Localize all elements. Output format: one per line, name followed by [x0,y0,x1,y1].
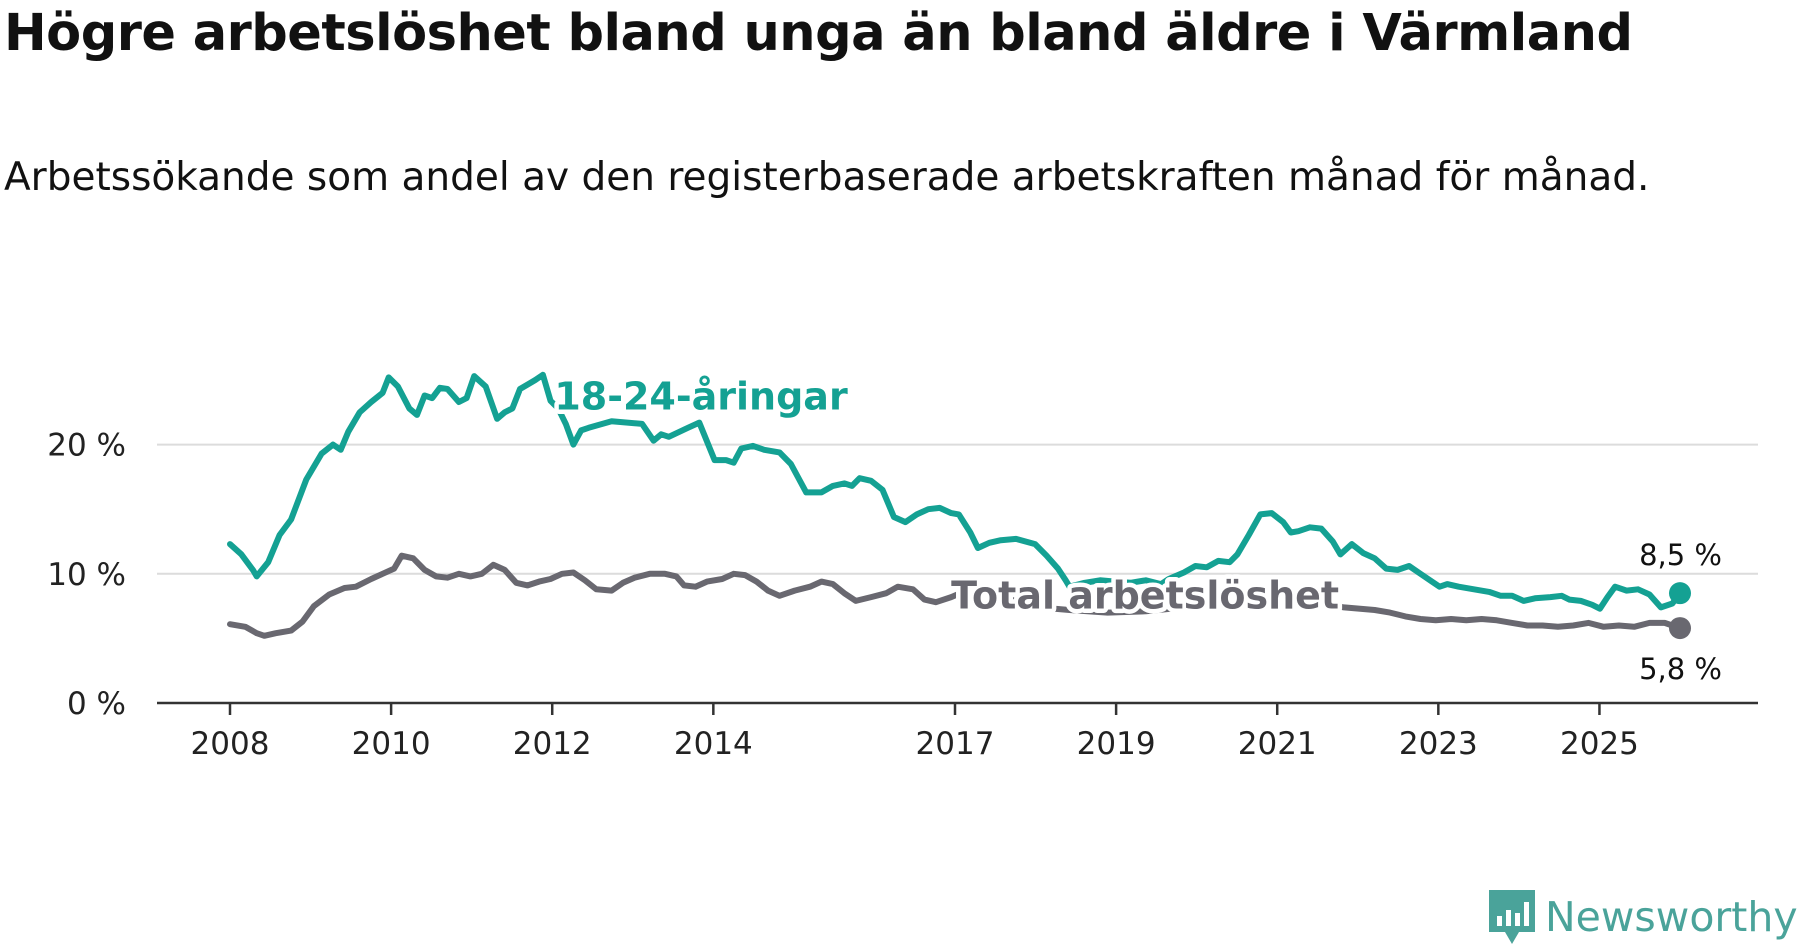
y-tick-label: 10 % [47,557,126,593]
series-lines [227,371,1683,639]
youth-series-label: 18-24-åringar [554,375,848,419]
gridlines [157,443,1758,575]
x-tick-label: 2021 [1238,726,1317,762]
x-tick-label: 2025 [1560,726,1639,762]
x-axis-ticks: 2008 2010 2012 2014 2017 2019 2021 2023 2025 [191,703,1639,762]
total-end-marker [1669,617,1691,640]
x-tick-label: 2019 [1077,726,1156,762]
youth-series-line [227,371,1683,612]
y-tick-label: 20 % [47,428,126,464]
newsworthy-logo-icon [1489,890,1535,944]
x-tick-label: 2012 [513,726,592,762]
newsworthy-logo-text: Newsworthy [1545,893,1798,941]
youth-end-marker [1669,582,1691,605]
x-tick-label: 2017 [916,726,995,762]
chart-subtitle: Arbetssökande som andel av den registerb… [4,155,1650,200]
end-markers: 8,5 % 5,8 % [1639,538,1722,686]
youth-end-value: 8,5 % [1639,538,1722,572]
total-series-line [227,552,1683,639]
x-tick-label: 2014 [674,726,753,762]
total-end-value: 5,8 % [1639,652,1722,686]
chart-title: Högre arbetslöshet bland unga än bland ä… [4,4,1633,63]
total-series-label: Total arbetslöshet [951,574,1339,618]
x-tick-label: 2008 [191,726,270,762]
y-tick-label: 0 % [67,686,126,722]
newsworthy-logo[interactable]: Newsworthy [1487,888,1798,946]
series-labels: 18-24-åringar Total arbetslöshet [550,370,1344,622]
x-tick-label: 2010 [352,726,431,762]
y-axis-ticks: 0 % 10 % 20 % [47,428,126,722]
x-tick-label: 2023 [1399,726,1478,762]
